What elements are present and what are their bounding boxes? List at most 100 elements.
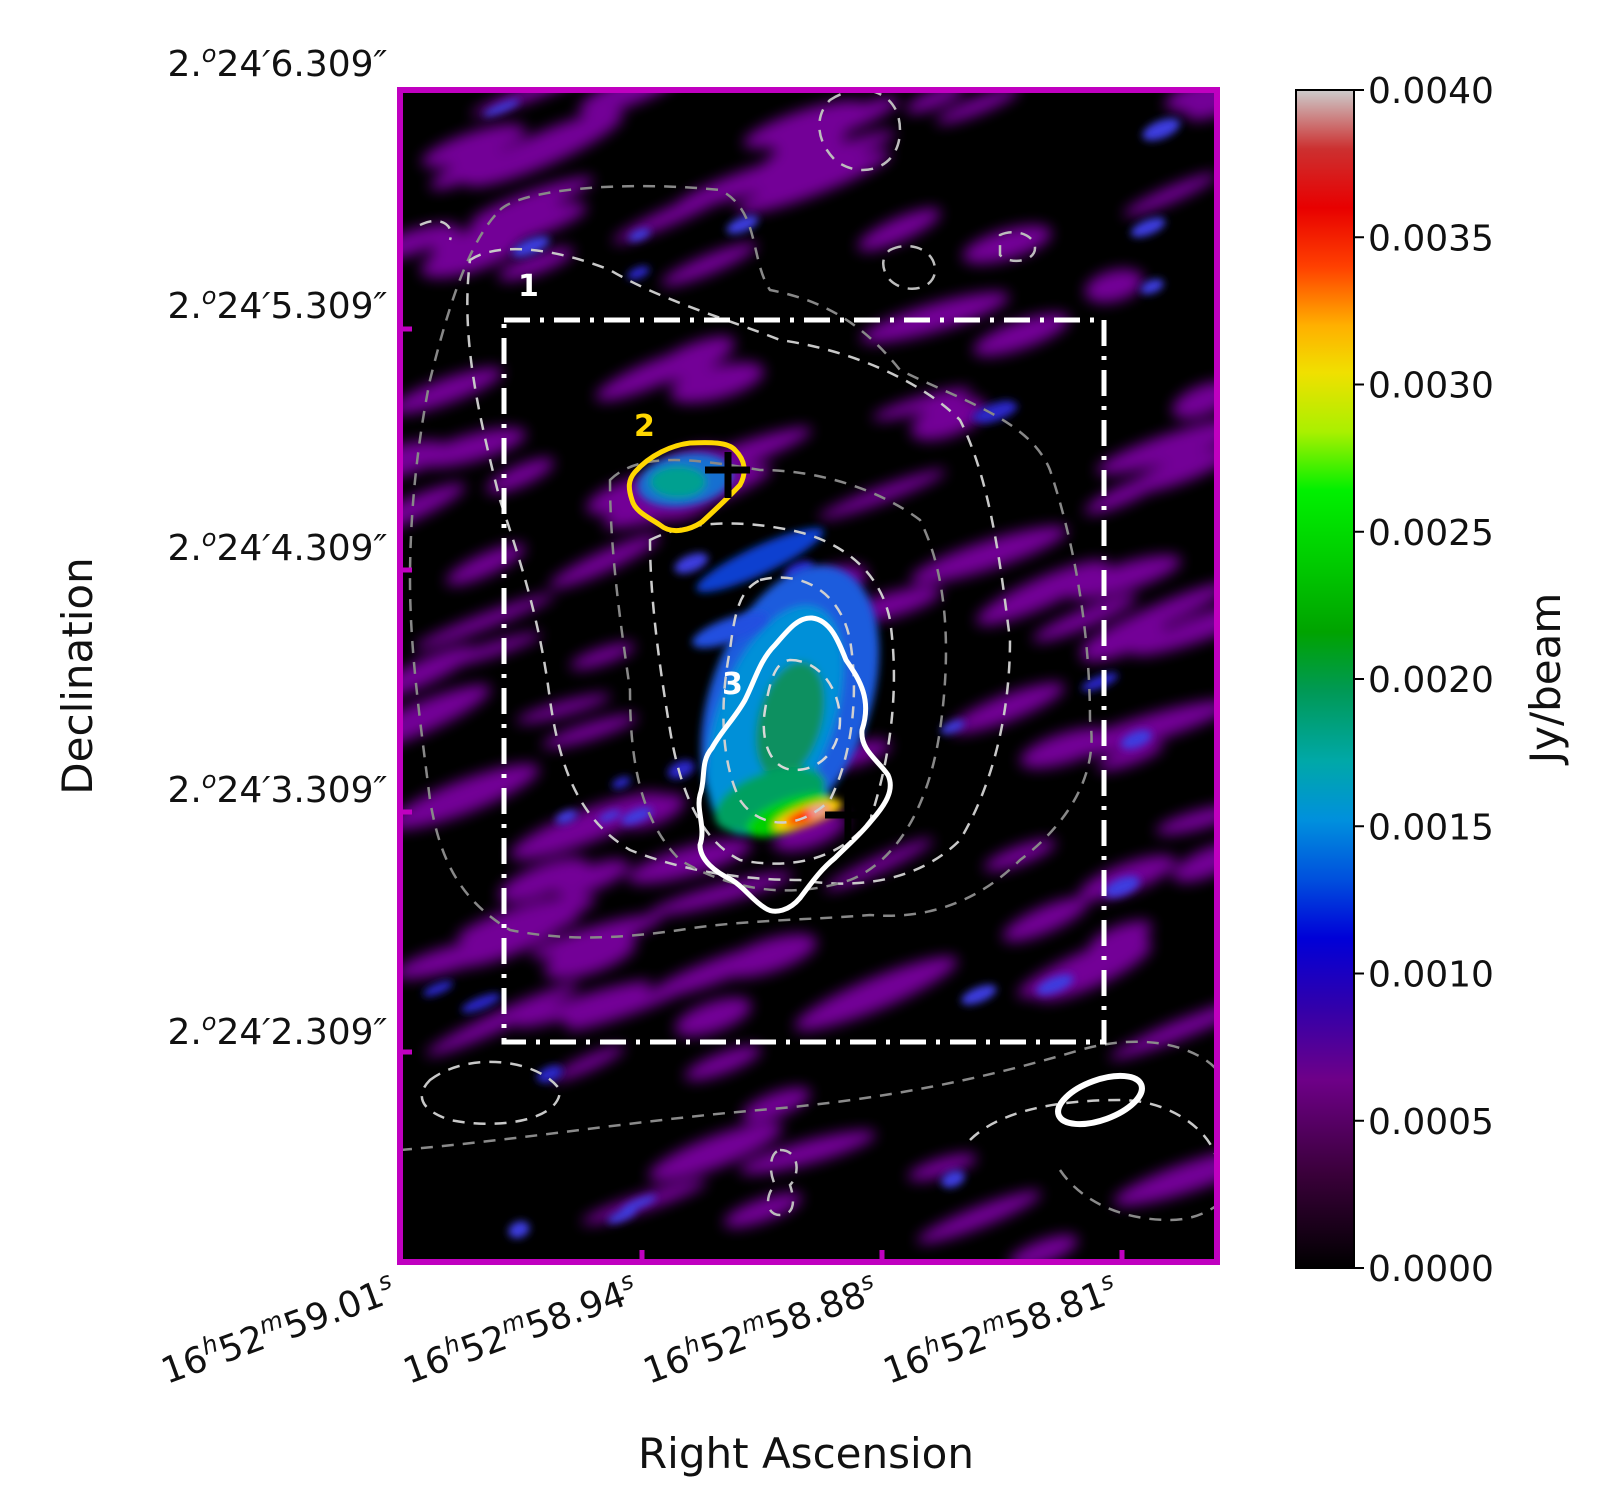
noise-streak — [772, 811, 847, 852]
noise-streak — [1123, 172, 1217, 217]
x-tick-label: 16h52m58.94s — [397, 1266, 643, 1392]
noise-streak — [1084, 473, 1167, 515]
image-frame — [397, 87, 1220, 1265]
x-tick-label: 16h52m58.81s — [877, 1266, 1123, 1392]
contour-small-loop-1 — [882, 244, 937, 290]
emission-spot — [611, 776, 631, 789]
image-panel: 1 2 3 — [397, 87, 1220, 1265]
noise-streak — [498, 247, 574, 281]
noise-streak — [1066, 555, 1182, 600]
x-tick-labels: 16h52m59.01s 16h52m58.94s 16h52m58.88s 1… — [155, 1266, 1123, 1392]
noise-streak — [448, 909, 571, 968]
noise-streak — [426, 983, 579, 1056]
emission-spot — [1140, 279, 1164, 295]
noise-streak — [910, 526, 1068, 584]
noise-streak — [962, 225, 1052, 264]
noise-streak — [661, 242, 757, 286]
colorbar-tick-label: 0.0020 — [1368, 660, 1494, 701]
colorbar-tick-label: 0.0015 — [1368, 807, 1494, 848]
noise-streak — [400, 646, 476, 699]
peak-marker-2 — [705, 452, 750, 498]
noise-streak — [857, 208, 941, 251]
contour-bottom-small — [766, 1148, 798, 1217]
noise-streak — [421, 124, 526, 168]
noise-streak — [973, 313, 1070, 357]
colorbar-tick-label: 0.0040 — [1368, 71, 1494, 112]
contour-bottom-left — [420, 1060, 562, 1125]
emission-spot — [1142, 118, 1181, 141]
noise-streak — [549, 534, 661, 589]
noise-streak — [544, 935, 637, 980]
contour-small-loop-2 — [998, 231, 1037, 263]
noise-streak — [1165, 90, 1217, 112]
x-ticks-marks — [639, 1250, 1125, 1262]
noise-streak — [486, 458, 555, 494]
noise-streak — [675, 997, 752, 1037]
noise-streak — [1172, 842, 1217, 883]
emission-spot — [508, 1221, 530, 1239]
noise-streak — [470, 176, 594, 226]
noise-streak — [736, 150, 892, 214]
emission-spot — [674, 552, 709, 574]
x-tick-label: 16h52m58.88s — [637, 1266, 883, 1392]
emission-spot — [1120, 730, 1152, 749]
noise-streak — [976, 560, 1109, 626]
noise-streak — [400, 684, 491, 755]
noise-streak — [818, 469, 946, 520]
noise-streak — [432, 202, 587, 258]
noise-streak — [464, 110, 624, 187]
noise-streak — [794, 956, 958, 1031]
colorbar-tick-label: 0.0030 — [1368, 366, 1494, 407]
region-1-box — [501, 317, 1107, 1045]
region-3-contour — [696, 615, 893, 914]
noise-streak — [739, 1130, 876, 1175]
noise-streak — [542, 714, 638, 748]
contour-outer-2 — [466, 247, 1012, 885]
region-label-3: 3 — [722, 667, 743, 702]
noise-streak — [917, 1190, 1042, 1244]
noise-streak — [516, 693, 611, 724]
colorbar-tick-label: 0.0035 — [1368, 218, 1494, 259]
emission-spot — [961, 984, 997, 1005]
noise-streak — [430, 150, 506, 190]
y-ticks-marks — [400, 326, 412, 1055]
noise-streak — [648, 1122, 783, 1182]
emission-spot — [598, 810, 621, 822]
emission-spot — [971, 400, 1013, 421]
noise-streak — [723, 1192, 803, 1228]
emission-spot — [726, 215, 759, 234]
noise-streak — [510, 792, 666, 860]
noise-streak — [910, 397, 988, 441]
noise-streak — [743, 100, 866, 149]
emission-spot — [607, 1208, 637, 1224]
noise-streak — [1084, 269, 1144, 303]
noise-streak — [595, 347, 710, 401]
colorbar-tick-label: 0.0010 — [1368, 955, 1494, 996]
emission-spot — [620, 1195, 657, 1212]
region-label-1: 1 — [518, 269, 539, 304]
noise-streak — [825, 838, 934, 891]
noise-streak — [787, 130, 896, 174]
noise-streak — [612, 182, 743, 244]
noise-streak — [1020, 727, 1112, 769]
colorbar-label: Jy/beam — [1521, 593, 1570, 767]
emission-spot — [627, 266, 650, 280]
noise-streak — [400, 483, 466, 541]
emission-spot — [423, 981, 453, 997]
contour-outer-1 — [408, 184, 1093, 939]
emission-spot — [1081, 672, 1119, 692]
noise-streak — [647, 940, 792, 999]
noise-streak — [418, 427, 527, 468]
emission-spot — [555, 810, 578, 824]
contour-bottom-wide — [400, 1040, 1217, 1152]
contour-inner-2 — [762, 658, 842, 772]
noise-streak — [684, 1045, 762, 1081]
noise-streak — [1156, 804, 1217, 835]
noise-streak — [872, 387, 972, 421]
emission-spot — [941, 1170, 965, 1188]
noise-streak — [1172, 381, 1217, 419]
x-tick-label: 16h52m59.01s — [155, 1266, 401, 1392]
emission-spot — [512, 236, 550, 257]
noise-streak — [551, 1045, 625, 1082]
